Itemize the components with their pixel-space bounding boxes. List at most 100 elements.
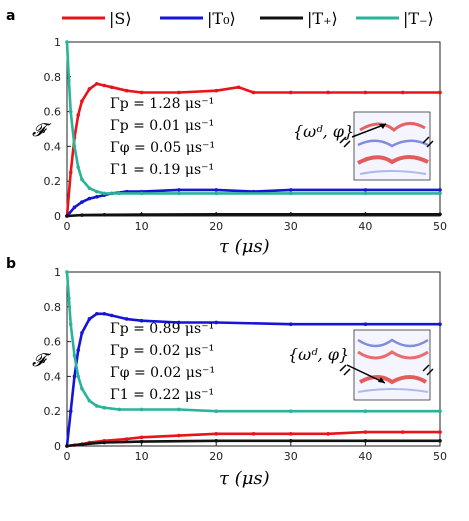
data-point-a-s-16 xyxy=(326,90,330,95)
inset-b: {ωᵈ, φ} xyxy=(288,329,434,401)
data-point-b-t0-7 xyxy=(102,311,107,316)
data-point-a-s-17 xyxy=(363,90,368,95)
data-point-a-tminus-15 xyxy=(438,191,442,196)
legend-label-t0: |T₀⟩ xyxy=(207,9,236,28)
legend-label-tminus: |T₋⟩ xyxy=(403,9,434,28)
y-tick-label-a-2: 0.4 xyxy=(44,140,62,153)
series-a xyxy=(65,40,442,218)
data-point-b-t0-13 xyxy=(289,322,293,327)
data-point-a-t0-10 xyxy=(214,188,218,192)
data-point-a-s-10 xyxy=(139,90,144,95)
inset-break-right-b xyxy=(422,364,434,376)
data-point-b-tplus-2 xyxy=(102,440,107,445)
y-axis-label-a: 𝓕 xyxy=(32,120,52,141)
data-point-b-tplus-0 xyxy=(65,444,69,448)
legend-entry-s: |S⟩ xyxy=(62,9,132,28)
data-point-b-tminus-2 xyxy=(68,322,73,327)
param-gamma-phi-a: Γφ = 0.05 μs⁻¹ xyxy=(110,140,215,156)
panel-label-a: a xyxy=(6,8,15,24)
series-line-a-tminus xyxy=(65,41,440,195)
data-point-a-s-4 xyxy=(80,99,84,103)
legend-entry-tminus: |T₋⟩ xyxy=(356,9,434,28)
data-point-a-tminus-7 xyxy=(95,189,99,194)
inset-pattern-blue-a xyxy=(357,139,429,148)
data-point-b-t0-4 xyxy=(80,331,84,335)
x-tick-label-a-50: 50 xyxy=(433,220,447,233)
inset-pattern-blue-low-b xyxy=(357,388,429,393)
ticks-b: 0 10 20 30 40 50 0 0.2 0.4 0.6 0.8 1 xyxy=(44,266,448,463)
data-point-b-t0-1 xyxy=(68,409,73,414)
legend-entry-t0: |T₀⟩ xyxy=(160,9,236,28)
data-point-b-s-9 xyxy=(251,432,256,436)
inset-annotation-a: {ωᵈ, φ} xyxy=(293,122,354,141)
data-point-b-tminus-6 xyxy=(87,398,92,403)
y-tick-label-b-3: 0.6 xyxy=(44,336,62,349)
data-point-a-s-13 xyxy=(236,85,241,90)
data-point-a-tminus-9 xyxy=(117,191,122,196)
data-point-b-tminus-10 xyxy=(139,407,144,412)
data-point-a-s-1 xyxy=(68,170,73,175)
data-point-a-tplus-6 xyxy=(363,212,368,217)
data-point-a-s-14 xyxy=(251,90,256,95)
data-point-a-s-19 xyxy=(438,90,442,95)
param-gamma-p-a: Γp = 1.28 μs⁻¹ xyxy=(110,96,214,112)
data-point-a-s-6 xyxy=(95,81,99,86)
data-point-a-tminus-10 xyxy=(139,191,144,196)
data-point-a-tminus-11 xyxy=(177,191,181,196)
data-point-b-t0-8 xyxy=(109,313,114,318)
data-point-a-t0-12 xyxy=(289,188,293,192)
data-point-a-tminus-6 xyxy=(87,186,92,190)
y-tick-label-a-4: 0.8 xyxy=(44,71,62,84)
data-point-b-s-14 xyxy=(438,430,442,434)
data-point-b-tminus-12 xyxy=(214,409,218,414)
data-point-a-s-3 xyxy=(76,113,80,117)
data-point-b-tminus-5 xyxy=(80,386,84,391)
y-tick-label-a-1: 0.2 xyxy=(44,175,62,188)
param-box-a: Γp = 1.28 μs⁻¹ Γp = 0.01 μs⁻¹ Γφ = 0.05 … xyxy=(110,96,215,178)
data-point-b-s-6 xyxy=(139,435,144,440)
data-point-b-s-7 xyxy=(177,433,181,438)
inset-pattern-red-top-a xyxy=(359,122,426,132)
data-point-b-tminus-9 xyxy=(117,407,122,412)
data-point-b-t0-5 xyxy=(87,317,92,321)
data-point-a-tplus-1 xyxy=(80,213,84,217)
x-tick-label-b-20: 20 xyxy=(209,450,223,463)
data-point-a-tminus-14 xyxy=(363,191,368,196)
x-tick-label-a-40: 40 xyxy=(358,220,372,233)
data-point-b-tplus-1 xyxy=(80,442,84,447)
param-gamma-phi-b: Γφ = 0.02 μs⁻¹ xyxy=(110,365,215,381)
y-tick-label-b-1: 0.2 xyxy=(44,405,62,418)
x-tick-label-a-20: 20 xyxy=(209,220,223,233)
data-point-a-tplus-0 xyxy=(65,214,69,218)
legend: |S⟩ |T₀⟩ |T₊⟩ |T₋⟩ xyxy=(62,9,434,28)
data-point-b-tminus-13 xyxy=(289,409,293,414)
data-point-b-tminus-15 xyxy=(438,409,442,414)
x-tick-label-a-30: 30 xyxy=(284,220,298,233)
data-point-a-t0-13 xyxy=(363,188,368,192)
data-point-b-t0-6 xyxy=(95,311,99,316)
data-point-a-t0-9 xyxy=(177,188,181,192)
data-point-b-s-10 xyxy=(289,432,293,436)
inset-break-right-a xyxy=(422,136,434,148)
legend-label-tplus: |T₊⟩ xyxy=(307,9,338,28)
data-point-a-tplus-5 xyxy=(289,212,293,217)
x-tick-label-b-30: 30 xyxy=(284,450,298,463)
data-point-b-t0-2 xyxy=(72,374,77,379)
inset-arrow-b xyxy=(346,364,386,384)
data-point-b-s-11 xyxy=(326,432,330,436)
data-point-b-t0-14 xyxy=(363,322,368,327)
param-gamma-p2-a: Γp = 0.01 μs⁻¹ xyxy=(110,118,214,134)
data-point-b-tplus-6 xyxy=(363,438,368,443)
series-line-b-tplus xyxy=(66,439,440,448)
data-point-a-s-11 xyxy=(177,90,181,95)
data-point-a-s-18 xyxy=(400,90,405,95)
data-point-b-tminus-0 xyxy=(65,270,69,274)
data-point-a-tminus-0 xyxy=(65,40,69,44)
data-point-a-tminus-13 xyxy=(289,191,293,196)
data-point-a-tminus-8 xyxy=(102,191,107,196)
inset-arrow-a xyxy=(351,123,387,138)
data-point-a-tminus-3 xyxy=(72,144,77,149)
x-tick-label-b-40: 40 xyxy=(358,450,372,463)
data-point-a-tplus-3 xyxy=(139,212,144,217)
data-point-a-tminus-12 xyxy=(214,191,218,196)
